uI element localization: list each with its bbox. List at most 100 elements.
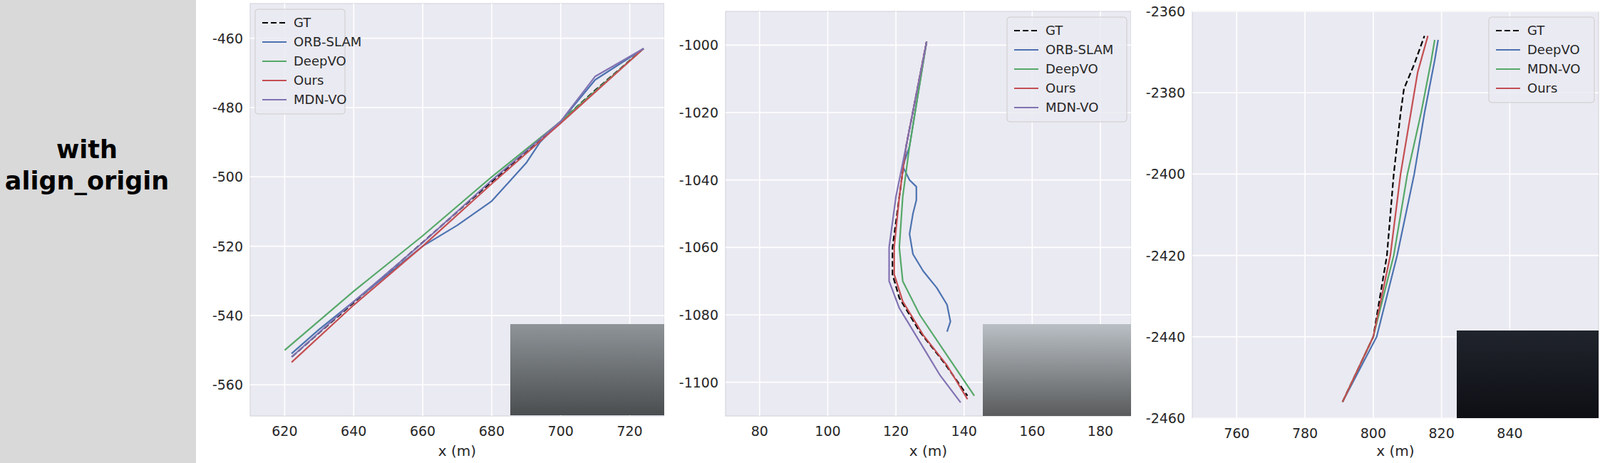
tick-label: -1000 xyxy=(679,37,719,53)
tick-label: 780 xyxy=(1292,425,1318,442)
legend-label: DeepVO xyxy=(293,53,347,69)
tick-label: -460 xyxy=(212,30,244,47)
grid-line xyxy=(725,179,1132,182)
grid-line xyxy=(1192,10,1599,13)
legend-swatch xyxy=(262,22,287,24)
tick-label: -1040 xyxy=(679,172,719,189)
grid-line xyxy=(491,3,493,417)
lines xyxy=(284,48,644,363)
thumbnail xyxy=(982,324,1132,417)
legend-swatch xyxy=(1014,68,1039,70)
grid-line xyxy=(352,3,355,417)
tick-label: -560 xyxy=(212,377,244,393)
legend-swatch xyxy=(1014,49,1039,51)
legend-label: Ours xyxy=(293,72,324,88)
tick-label: 140 xyxy=(951,423,978,440)
legend-label: ORB-SLAM xyxy=(1045,42,1114,58)
axis-label: x (m) xyxy=(1376,442,1414,460)
legend-swatch xyxy=(1014,29,1039,32)
tick-label: 100 xyxy=(814,423,841,440)
tick-label: 700 xyxy=(548,423,574,440)
panel-background xyxy=(1131,0,1600,463)
tick-label: 680 xyxy=(478,423,505,440)
grid-line xyxy=(1192,173,1599,176)
tick-label: -480 xyxy=(212,99,244,116)
series-line xyxy=(1342,35,1429,402)
tick-label: 120 xyxy=(883,423,909,440)
series-line xyxy=(1342,35,1425,402)
tick-label: 80 xyxy=(751,423,769,440)
row-label: align_origin xyxy=(4,166,169,196)
legend-box xyxy=(1007,17,1127,122)
grid-line xyxy=(421,3,424,417)
thumbnail xyxy=(1456,330,1599,419)
row-label: with xyxy=(56,135,118,164)
tick-label: -2360 xyxy=(1146,3,1186,20)
legend-swatch xyxy=(1495,49,1521,51)
tick-label: -2400 xyxy=(1146,166,1186,182)
legend-label: GT xyxy=(1045,22,1064,38)
plot-area xyxy=(725,11,1132,417)
legend-swatch xyxy=(1014,87,1039,90)
thumbnail xyxy=(510,324,665,416)
legend-label: Ours xyxy=(1045,80,1076,96)
grid-line xyxy=(963,11,965,417)
legend-swatch xyxy=(262,79,287,82)
legend-label: Ours xyxy=(1527,80,1558,96)
legend: GTORB-SLAMDeepVOOursMDN-VO xyxy=(255,9,362,115)
grid-line xyxy=(725,247,1132,249)
legend-label: GT xyxy=(293,14,312,30)
series-line xyxy=(1342,39,1435,402)
legend-swatch xyxy=(1495,29,1521,32)
legend-label: GT xyxy=(1527,22,1546,38)
tick-label: -540 xyxy=(212,307,244,324)
tick-label: -2440 xyxy=(1146,329,1186,345)
plot-area xyxy=(250,3,665,417)
series-line xyxy=(1342,39,1439,402)
legend-swatch xyxy=(262,60,287,63)
figure: withalign_origin620640660680700720-460-4… xyxy=(0,0,1600,463)
legend-label: MDN-VO xyxy=(1045,99,1099,115)
legend-label: MDN-VO xyxy=(293,91,347,107)
plot-area xyxy=(1192,11,1599,419)
series-line xyxy=(894,42,968,400)
legend: GTDeepVOMDN-VOOurs xyxy=(1488,17,1595,103)
grid-line xyxy=(827,11,829,417)
tick-label: -2460 xyxy=(1146,410,1186,427)
tick-label: 720 xyxy=(616,423,643,440)
axis-label: x (m) xyxy=(909,442,948,460)
panel-background xyxy=(664,0,1132,463)
legend-swatch xyxy=(262,99,287,101)
tick-label: 620 xyxy=(271,423,298,440)
legend-box xyxy=(1488,17,1595,103)
tick-label: -1080 xyxy=(679,307,719,323)
legend-label: MDN-VO xyxy=(1527,61,1581,77)
grid-line xyxy=(1192,255,1599,257)
lines xyxy=(889,42,975,403)
tick-label: -1060 xyxy=(679,239,719,256)
legend-swatch xyxy=(1495,87,1521,90)
series-line xyxy=(902,42,951,333)
panel-background xyxy=(195,0,665,463)
series-line xyxy=(899,42,975,397)
tick-label: 800 xyxy=(1360,425,1387,442)
grid-line xyxy=(250,245,665,248)
legend-swatch xyxy=(1495,68,1521,70)
legend: GT ORB-SLAM DeepVO Ours MDN-VO xyxy=(1007,17,1127,122)
grid-line xyxy=(725,314,1132,316)
legend-label: DeepVO xyxy=(1045,61,1099,77)
grid-line xyxy=(759,11,761,417)
tick-label: 160 xyxy=(1019,423,1045,440)
tick-label: -2380 xyxy=(1146,84,1186,101)
grid-line xyxy=(1235,11,1238,419)
tick-label: 180 xyxy=(1087,423,1114,440)
tick-label: -2420 xyxy=(1146,248,1186,264)
series-line xyxy=(291,48,644,358)
tick-label: 760 xyxy=(1223,425,1250,442)
tick-label: -500 xyxy=(212,168,244,185)
panel: 760780800820840-2360-2380-2400-2420-2440… xyxy=(1131,0,1600,463)
tick-label: 840 xyxy=(1496,425,1523,442)
tick-label: -1020 xyxy=(679,104,719,121)
panel: 620640660680700720-460-480-500-520-540-5… xyxy=(195,0,665,463)
legend-swatch xyxy=(1014,106,1039,109)
